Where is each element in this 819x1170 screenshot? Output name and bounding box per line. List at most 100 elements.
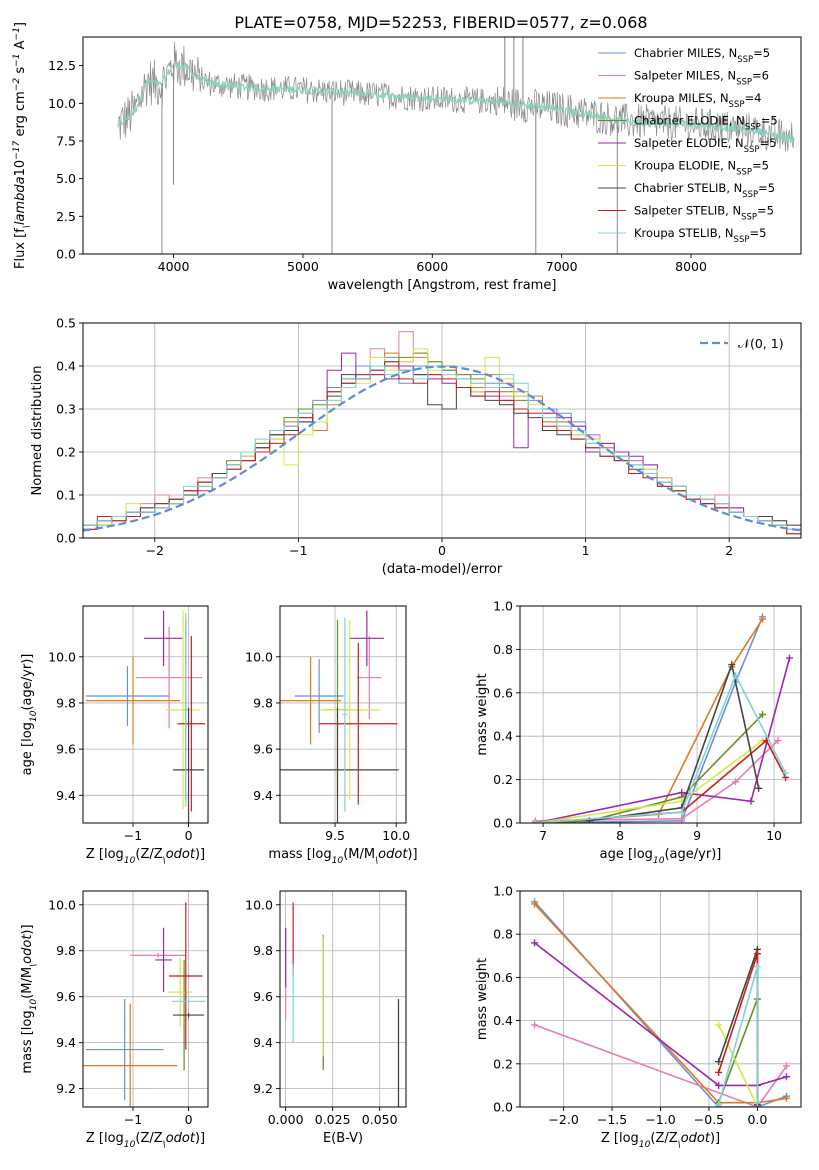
weight-series-line bbox=[535, 739, 763, 823]
x-tick-label: 9 bbox=[693, 828, 701, 843]
errorbar-point bbox=[342, 617, 348, 812]
y-tick-label: 9.4 bbox=[56, 788, 76, 803]
x-tick-label: 2 bbox=[725, 543, 733, 558]
y-tick-label: 0.4 bbox=[56, 359, 76, 374]
errorbar-point bbox=[85, 666, 170, 727]
y-axis-label: age [log10(age/yr)] bbox=[20, 654, 39, 776]
weight-marker bbox=[715, 1101, 723, 1107]
chart-spectrum: Chabrier MILES, NSSP=5 Salpeter MILES, NS… bbox=[12, 22, 802, 293]
chart-residuals: 𝒩(0, 1) −2 −1 0 1 2 0.0 0.1 0.2 0.3 0.4 0.5 (data-mo… bbox=[30, 316, 802, 577]
weight-marker bbox=[782, 1062, 790, 1070]
x-tick-label: 6000 bbox=[416, 259, 448, 274]
y-tick-label: 0.2 bbox=[493, 1056, 513, 1071]
y-tick-label: 0.0 bbox=[56, 247, 76, 262]
chart-mass_vs_Z: −1 0 9.2 9.4 9.6 9.8 10.0 Z [log10(Z/Z\odot)] ma… bbox=[20, 890, 209, 1150]
weight-marker bbox=[753, 963, 761, 971]
normal-curve bbox=[83, 365, 801, 532]
y-tick-label: 0.4 bbox=[493, 1013, 513, 1028]
weight-series-line bbox=[535, 673, 787, 823]
errorbar-point bbox=[280, 707, 399, 823]
errorbar-point bbox=[166, 610, 200, 810]
weight-marker bbox=[678, 808, 686, 816]
legend-label: Salpeter STELIB, NSSP=5 bbox=[634, 204, 774, 223]
y-tick-label: 9.6 bbox=[56, 989, 76, 1004]
legend-label: 𝒩(0, 1) bbox=[738, 336, 784, 351]
weight-marker bbox=[785, 654, 793, 662]
y-tick-label: 9.4 bbox=[253, 788, 273, 803]
y-tick-label: 9.8 bbox=[253, 943, 273, 958]
figure-title: PLATE=0758, MJD=52253, FIBERID=0577, z=0… bbox=[234, 13, 647, 32]
plot-area bbox=[83, 331, 801, 538]
y-tick-label: 1.0 bbox=[493, 884, 513, 899]
y-tick-label: 0.6 bbox=[493, 970, 513, 985]
weight-marker bbox=[753, 1099, 761, 1107]
weight-marker bbox=[715, 1081, 723, 1089]
errorbar-point bbox=[135, 626, 203, 729]
x-axis-label: Z [log10(Z/Z\odot)] bbox=[601, 1131, 720, 1150]
errorbar-point bbox=[357, 636, 382, 720]
y-tick-label: 0.6 bbox=[493, 685, 513, 700]
x-axis-label: Z [log10(Z/Z\odot)] bbox=[86, 847, 205, 866]
x-axis-label: Z [log10(Z/Z\odot)] bbox=[86, 1131, 205, 1150]
chart-weight_vs_age: 7 8 9 10 0.0 0.2 0.4 0.6 0.8 1.0 age [log10(age/yr… bbox=[475, 599, 802, 866]
weight-marker bbox=[755, 784, 763, 792]
weight-marker bbox=[759, 615, 767, 623]
x-tick-label: −1 bbox=[289, 543, 307, 558]
weight-marker bbox=[732, 778, 740, 786]
errorbar-point bbox=[85, 656, 181, 745]
y-axis-label: Normed distribution bbox=[30, 366, 45, 496]
weight-marker bbox=[747, 797, 755, 805]
y-tick-label: 9.2 bbox=[253, 1081, 273, 1096]
errorbar-point bbox=[85, 999, 164, 1101]
plot-area bbox=[83, 902, 206, 1107]
x-tick-label: 4000 bbox=[158, 259, 190, 274]
y-tick-label: 9.4 bbox=[253, 1035, 273, 1050]
weight-marker bbox=[715, 1058, 723, 1066]
errorbar-point bbox=[144, 610, 183, 667]
y-tick-label: 10.0 bbox=[245, 897, 273, 912]
y-tick-label: 0.0 bbox=[493, 1100, 513, 1115]
errorbar-point bbox=[319, 642, 398, 805]
weight-marker bbox=[774, 737, 782, 745]
y-tick-label: 0.0 bbox=[493, 816, 513, 831]
y-tick-label: 2.5 bbox=[56, 209, 76, 224]
plot-area bbox=[285, 902, 400, 1107]
x-tick-label: 5000 bbox=[287, 259, 319, 274]
y-tick-label: 0.3 bbox=[56, 402, 76, 417]
y-tick-label: 9.2 bbox=[56, 1081, 76, 1096]
weight-marker bbox=[728, 661, 736, 669]
weight-marker bbox=[759, 711, 767, 718]
axes-frame bbox=[519, 605, 802, 824]
y-axis-label: mass weight bbox=[475, 958, 490, 1040]
x-tick-label: 0 bbox=[185, 828, 193, 843]
chart-age_vs_Z: −1 0 9.4 9.6 9.8 10.0 Z [log10(Z/Z\odot)] age [… bbox=[20, 605, 209, 866]
x-tick-label: 0.025 bbox=[315, 1112, 351, 1127]
weight-series-line bbox=[717, 953, 759, 1103]
legend-label: Kroupa MILES, NSSP=4 bbox=[634, 91, 761, 110]
histogram-series bbox=[83, 365, 801, 538]
x-tick-label: 0.000 bbox=[268, 1112, 304, 1127]
plot-area bbox=[117, 37, 795, 254]
x-axis-label: age [log10(age/yr)] bbox=[600, 847, 722, 866]
weight-series-line bbox=[533, 903, 787, 1104]
weight-series-line bbox=[535, 616, 764, 823]
y-tick-label: 10.0 bbox=[48, 897, 76, 912]
y-tick-label: 10.0 bbox=[48, 649, 76, 664]
x-tick-label: 7000 bbox=[546, 259, 578, 274]
axes-frame bbox=[279, 605, 407, 824]
errorbar-point bbox=[184, 612, 188, 807]
x-tick-label: 0.0 bbox=[747, 1112, 767, 1127]
legend-label: Chabrier STELIB, NSSP=5 bbox=[634, 181, 775, 200]
errorbar-point bbox=[173, 1012, 205, 1018]
errorbar-point bbox=[171, 996, 206, 1006]
x-tick-label: −1 bbox=[124, 1112, 142, 1127]
y-tick-label: 5.0 bbox=[56, 171, 76, 186]
axes-frame bbox=[82, 605, 209, 824]
x-tick-label: 9.5 bbox=[325, 828, 345, 843]
x-tick-label: 10.0 bbox=[382, 828, 410, 843]
x-axis-label: wavelength [Angstrom, rest frame] bbox=[328, 278, 557, 293]
weight-series-line bbox=[717, 1024, 759, 1107]
y-tick-label: 0.5 bbox=[56, 316, 76, 331]
x-tick-label: −0.5 bbox=[694, 1112, 724, 1127]
